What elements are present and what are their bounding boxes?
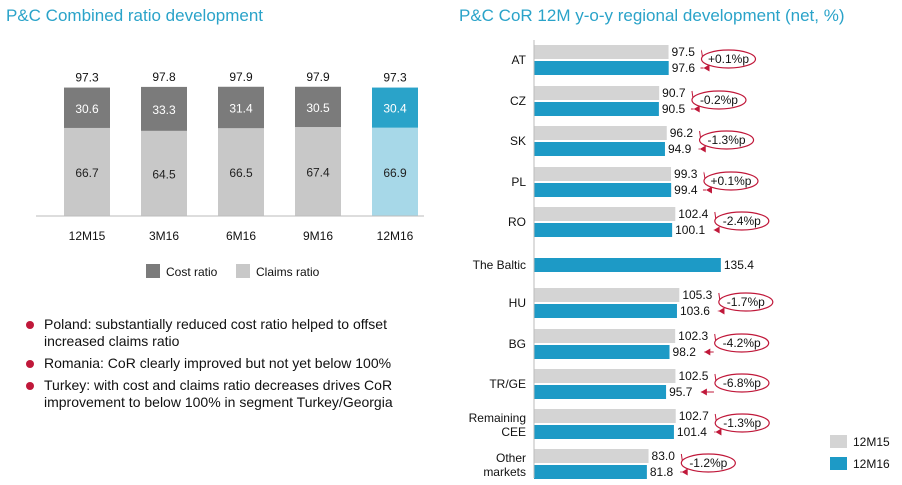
bar-12m16-other-markets — [534, 465, 647, 479]
value-12m16-hu: 103.6 — [680, 304, 710, 318]
value-12m16-bg: 98.2 — [673, 345, 697, 359]
bar-12m15-sk — [534, 126, 667, 140]
annotation-text-hu: -1.7%p — [727, 295, 765, 309]
annotation-text-tr-ge: -6.8%p — [723, 376, 761, 390]
bar-12m15-at — [534, 45, 669, 59]
bar-12m16-sk — [534, 142, 665, 156]
category-label-remaining-cee: Remaining — [469, 411, 526, 425]
value-12m15-other-markets: 83.0 — [652, 449, 676, 463]
bar-12m16-remaining-cee — [534, 425, 674, 439]
category-label-other-markets: Other — [496, 451, 526, 465]
annotation-connector-other-markets — [681, 454, 682, 461]
annotation-text-at: +0.1%p — [708, 52, 749, 66]
legend-swatch-12m16 — [830, 457, 847, 470]
category-label-cz: CZ — [510, 94, 526, 108]
value-12m15-sk: 96.2 — [670, 126, 694, 140]
bar-12m15-ro — [534, 207, 675, 221]
bar-12m15-hu — [534, 288, 679, 302]
value-12m15-pl: 99.3 — [674, 167, 698, 181]
value-12m16-at: 97.6 — [672, 61, 696, 75]
annotation-arrowhead-hu — [718, 308, 724, 315]
value-12m16-pl: 99.4 — [674, 183, 698, 197]
bullet-turkey: Turkey: with cost and claims ratio decre… — [26, 377, 421, 411]
bullet-text: Poland: substantially reduced cost ratio… — [44, 316, 387, 349]
category-label-remaining-cee-line2: CEE — [501, 425, 526, 439]
bar-12m16-hu — [534, 304, 677, 318]
annotation-text-ro: -2.4%p — [723, 214, 761, 228]
annotation-connector-ro — [715, 212, 716, 219]
value-12m16-sk: 94.9 — [668, 142, 692, 156]
category-label-at: AT — [512, 53, 527, 67]
value-12m16-tr-ge: 95.7 — [669, 385, 693, 399]
annotation-connector-pl — [704, 172, 705, 179]
category-label-hu: HU — [509, 296, 526, 310]
value-12m16-remaining-cee: 101.4 — [677, 425, 707, 439]
bar-12m16-cz — [534, 102, 659, 116]
bar-12m16-the-baltic — [534, 258, 721, 272]
bullet-text: Romania: CoR clearly improved but not ye… — [44, 355, 391, 371]
bullet-romania: Romania: CoR clearly improved but not ye… — [26, 355, 421, 372]
annotation-connector-remaining-cee — [715, 414, 716, 421]
annotation-text-pl: +0.1%p — [710, 174, 751, 188]
category-label-sk: SK — [510, 134, 526, 148]
commentary-list: Poland: substantially reduced cost ratio… — [26, 316, 421, 416]
category-label-tr-ge: TR/GE — [489, 377, 526, 391]
value-12m15-hu: 105.3 — [682, 288, 712, 302]
annotation-text-other-markets: -1.2%p — [689, 456, 727, 470]
annotation-arrowhead-remaining-cee — [715, 429, 721, 436]
annotation-arrowhead-at — [703, 65, 709, 72]
category-label-the-baltic: The Baltic — [473, 258, 526, 272]
annotation-connector-hu — [719, 293, 720, 300]
bar-12m15-cz — [534, 86, 659, 100]
annotation-arrowhead-ro — [714, 227, 720, 234]
bar-12m16-ro — [534, 223, 672, 237]
bar-12m16-bg — [534, 345, 670, 359]
value-12m16-cz: 90.5 — [662, 102, 686, 116]
bar-12m15-tr-ge — [534, 369, 675, 383]
annotation-text-remaining-cee: -1.3%p — [723, 416, 761, 430]
annotation-text-bg: -4.2%p — [723, 336, 761, 350]
annotation-arrowhead-bg — [704, 349, 710, 356]
legend-swatch-12m15 — [830, 435, 847, 448]
bar-12m16-tr-ge — [534, 385, 666, 399]
bar-12m16-pl — [534, 183, 671, 197]
annotation-arrowhead-other-markets — [682, 469, 688, 476]
bullet-poland: Poland: substantially reduced cost ratio… — [26, 316, 421, 350]
category-label-bg: BG — [509, 337, 526, 351]
annotation-connector-bg — [715, 334, 716, 341]
annotation-arrowhead-sk — [700, 146, 706, 153]
annotation-connector-cz — [692, 91, 693, 98]
value-12m15-at: 97.5 — [672, 45, 696, 59]
bar-12m15-other-markets — [534, 449, 649, 463]
category-label-other-markets-line2: markets — [483, 465, 526, 479]
bullet-text: Turkey: with cost and claims ratio decre… — [44, 377, 393, 410]
bullet-dot — [26, 360, 34, 368]
value-12m15-bg: 102.3 — [678, 329, 708, 343]
annotation-arrowhead-cz — [694, 106, 700, 113]
annotation-arrowhead-tr-ge — [701, 389, 707, 396]
bullet-dot — [26, 382, 34, 390]
annotation-connector-at — [701, 50, 702, 57]
annotation-text-cz: -0.2%p — [700, 93, 738, 107]
bar-12m15-pl — [534, 167, 671, 181]
value-12m15-tr-ge: 102.5 — [678, 369, 708, 383]
value-12m15-remaining-cee: 102.7 — [679, 409, 709, 423]
value-12m16-the-baltic: 135.4 — [724, 258, 754, 272]
annotation-text-sk: -1.3%p — [708, 133, 746, 147]
bar-12m15-bg — [534, 329, 675, 343]
category-label-pl: PL — [511, 175, 526, 189]
value-12m15-ro: 102.4 — [678, 207, 708, 221]
legend-label-12m16: 12M16 — [853, 457, 890, 471]
value-12m15-cz: 90.7 — [662, 86, 686, 100]
annotation-arrowhead-pl — [706, 187, 712, 194]
bullet-dot — [26, 321, 34, 329]
bar-12m16-at — [534, 61, 669, 75]
legend-label-12m15: 12M15 — [853, 435, 890, 449]
category-label-ro: RO — [508, 215, 526, 229]
value-12m16-other-markets: 81.8 — [650, 465, 674, 479]
value-12m16-ro: 100.1 — [675, 223, 705, 237]
annotation-connector-sk — [700, 131, 701, 138]
annotation-connector-tr-ge — [715, 374, 716, 381]
bar-12m15-remaining-cee — [534, 409, 676, 423]
